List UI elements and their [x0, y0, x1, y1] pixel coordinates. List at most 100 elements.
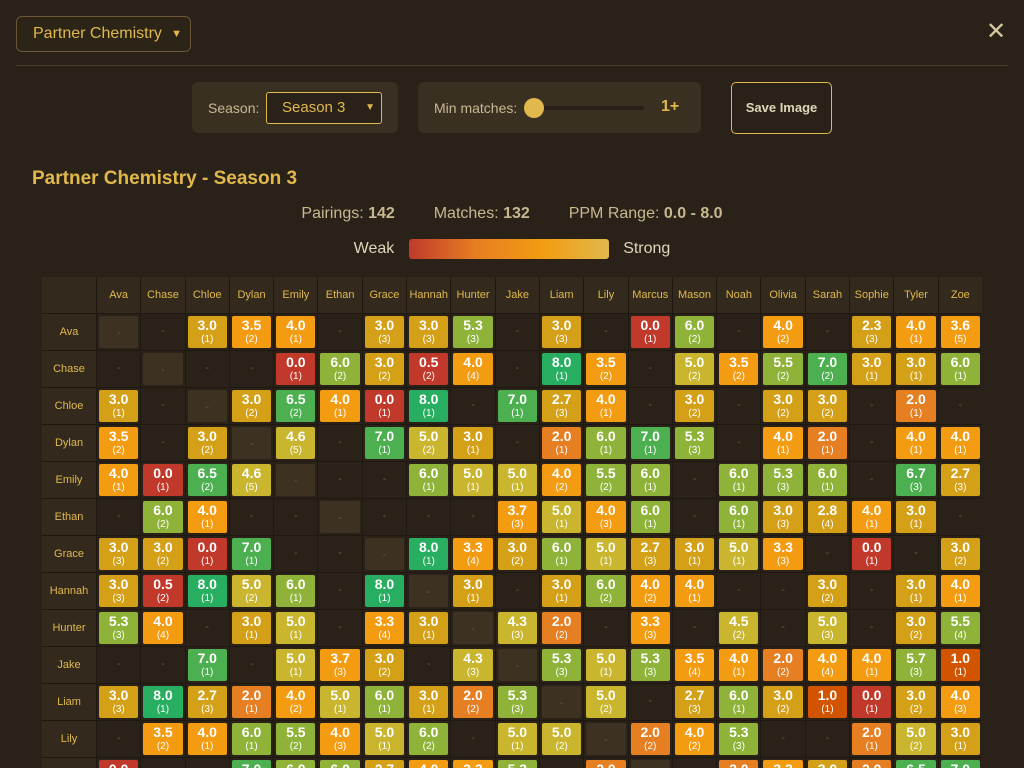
matrix-cell[interactable]: 4.0 (1): [318, 388, 362, 424]
chemistry-tile[interactable]: 3.0 (2): [674, 390, 715, 422]
matrix-cell[interactable]: 4.0 (1): [850, 647, 894, 683]
matrix-cell[interactable]: 5.0 (1): [274, 610, 318, 646]
chemistry-tile[interactable]: 3.7 (3): [497, 501, 537, 533]
chemistry-tile[interactable]: 4.0 (1): [187, 723, 227, 755]
chemistry-tile[interactable]: 4.3 (3): [497, 612, 537, 644]
matrix-cell[interactable]: 3.0 (2): [362, 647, 407, 683]
row-header[interactable]: Hunter: [42, 610, 96, 646]
matrix-cell[interactable]: 8.0 (1): [407, 536, 451, 572]
matrix-cell[interactable]: 8.0 (1): [185, 573, 229, 609]
matrix-cell[interactable]: 6.0(1): [407, 462, 451, 498]
matrix-cell[interactable]: 2.0(2): [628, 721, 672, 757]
matrix-cell[interactable]: 3.0(1): [805, 758, 850, 768]
chemistry-tile[interactable]: 3.0(1): [674, 538, 715, 570]
chemistry-tile[interactable]: 6.0(1): [231, 723, 272, 755]
matrix-cell[interactable]: 7.0(1): [628, 425, 672, 461]
matrix-cell[interactable]: 3.5 (2): [97, 425, 141, 461]
chemistry-tile[interactable]: 3.0(1): [852, 353, 892, 385]
matrix-cell[interactable]: 3.3(3): [761, 536, 805, 572]
chemistry-tile[interactable]: 3.0 (2): [231, 390, 272, 422]
chemistry-tile[interactable]: 3.0 (3): [99, 538, 139, 570]
chemistry-tile[interactable]: 2.0(2): [453, 686, 493, 718]
matrix-cell[interactable]: 5.3(3): [539, 647, 584, 683]
matrix-cell[interactable]: 6.0(1): [274, 573, 318, 609]
chemistry-tile[interactable]: 3.0 (2): [896, 612, 936, 644]
matrix-cell[interactable]: 4.5 (2): [717, 610, 761, 646]
matrix-cell[interactable]: 2.0(1): [850, 758, 894, 768]
chemistry-tile[interactable]: 5.0 (1): [497, 723, 537, 755]
chemistry-tile[interactable]: 5.0 (1): [276, 612, 316, 644]
matrix-cell[interactable]: 3.0 (2): [229, 388, 274, 424]
matrix-cell[interactable]: 2.0(1): [229, 684, 274, 720]
chemistry-tile[interactable]: 5.0 (2): [674, 353, 715, 385]
matrix-cell[interactable]: 5.0 (2): [407, 425, 451, 461]
column-header[interactable]: Ethan: [318, 277, 362, 313]
chemistry-tile[interactable]: 4.0 (1): [674, 575, 715, 607]
matrix-cell[interactable]: 6.0 (2): [141, 499, 185, 535]
matrix-cell[interactable]: 2.0(1): [539, 425, 584, 461]
chemistry-tile[interactable]: 7.0(1): [231, 538, 272, 570]
matrix-cell[interactable]: 4.0 (1): [850, 499, 894, 535]
chemistry-tile[interactable]: 5.0 (1): [497, 464, 537, 496]
matrix-cell[interactable]: 5.3(3): [451, 314, 495, 350]
chemistry-tile[interactable]: 3.0 (2): [940, 538, 980, 570]
matrix-cell[interactable]: 4.0 (4): [805, 647, 850, 683]
matrix-cell[interactable]: 4.0 (1): [584, 388, 628, 424]
matrix-cell[interactable]: 5.3(3): [495, 758, 539, 768]
matrix-cell[interactable]: 8.0 (1): [362, 573, 407, 609]
chemistry-tile[interactable]: 8.0 (1): [364, 575, 405, 607]
chemistry-tile[interactable]: 6.0(1): [541, 538, 582, 570]
chemistry-tile[interactable]: 4.5 (2): [719, 612, 759, 644]
matrix-cell[interactable]: 8.0 (1): [141, 684, 185, 720]
chemistry-tile[interactable]: 4.0 (3): [586, 501, 626, 533]
matrix-cell[interactable]: 3.7 (3): [495, 499, 539, 535]
chemistry-tile[interactable]: 5.0 (1): [586, 538, 626, 570]
matrix-cell[interactable]: 3.0(1): [938, 721, 982, 757]
chemistry-tile[interactable]: 6.0(1): [364, 686, 405, 718]
chemistry-tile[interactable]: 3.0 (2): [143, 538, 183, 570]
matrix-cell[interactable]: 3.0(1): [451, 425, 495, 461]
chemistry-tile[interactable]: 0.5 (2): [409, 353, 449, 385]
column-header[interactable]: Chloe: [185, 277, 229, 313]
matrix-cell[interactable]: 4.0 (1): [894, 314, 938, 350]
chemistry-tile[interactable]: 6.0 (2): [320, 353, 360, 385]
matrix-cell[interactable]: 3.0 (2): [805, 388, 850, 424]
chemistry-tile[interactable]: 5.0 (1): [320, 686, 360, 718]
matrix-cell[interactable]: 5.0 (1): [274, 647, 318, 683]
row-header[interactable]: Chase: [42, 351, 96, 387]
matrix-cell[interactable]: 4.0(2): [628, 573, 672, 609]
row-header[interactable]: Ethan: [42, 499, 96, 535]
chemistry-tile[interactable]: 5.0 (2): [541, 723, 582, 755]
matrix-cell[interactable]: 4.0 (1): [761, 425, 805, 461]
chemistry-tile[interactable]: 5.3(3): [674, 427, 715, 459]
matrix-cell[interactable]: 5.0 (1): [495, 462, 539, 498]
chemistry-tile[interactable]: 3.5 (2): [719, 353, 759, 385]
matrix-cell[interactable]: 4.0 (3): [318, 721, 362, 757]
matrix-cell[interactable]: 3.3 (4): [362, 610, 407, 646]
matrix-cell[interactable]: 3.0 (2): [894, 684, 938, 720]
column-header[interactable]: Jake: [495, 277, 539, 313]
column-header[interactable]: Mason: [672, 277, 717, 313]
chemistry-tile[interactable]: 5.0 (1): [719, 538, 759, 570]
chemistry-tile[interactable]: 3.0 (2): [364, 649, 405, 681]
chemistry-tile[interactable]: 6.5(2): [896, 760, 936, 768]
matrix-cell[interactable]: 2.0(1): [850, 721, 894, 757]
row-header[interactable]: Chloe: [42, 388, 96, 424]
chemistry-tile[interactable]: 4.0 (4): [807, 649, 848, 681]
matrix-cell[interactable]: 0.0(1): [185, 536, 229, 572]
row-header[interactable]: Emily: [42, 462, 96, 498]
chemistry-tile[interactable]: 4.0 (1): [852, 649, 892, 681]
matrix-cell[interactable]: 3.0(1): [407, 684, 451, 720]
matrix-cell[interactable]: 3.3(3): [451, 758, 495, 768]
matrix-cell[interactable]: 5.3(3): [628, 647, 672, 683]
chemistry-tile[interactable]: 2.7(3): [364, 760, 405, 768]
chemistry-tile[interactable]: 2.7(3): [541, 390, 582, 422]
column-header[interactable]: Lily: [584, 277, 628, 313]
matrix-cell[interactable]: 6.0(1): [717, 462, 761, 498]
matrix-cell[interactable]: 2.0(2): [539, 610, 584, 646]
matrix-cell[interactable]: 5.3(3): [97, 610, 141, 646]
matrix-cell[interactable]: 3.5 (2): [229, 314, 274, 350]
matrix-cell[interactable]: 6.0(1): [717, 499, 761, 535]
matrix-cell[interactable]: 2.0(2): [761, 647, 805, 683]
chemistry-tile[interactable]: 2.0(1): [719, 760, 759, 768]
